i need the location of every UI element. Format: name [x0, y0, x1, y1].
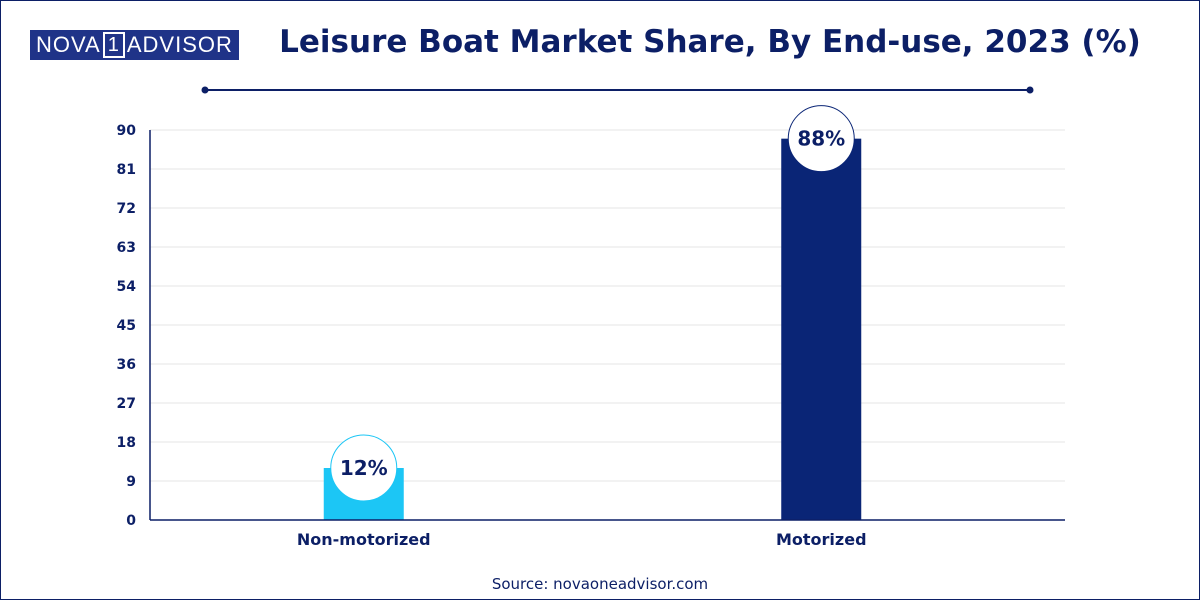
brand-logo-text-one: 1: [102, 32, 125, 58]
data-label-circle: [330, 434, 398, 502]
brand-logo: NOVA 1 ADVISOR: [30, 30, 239, 60]
y-tick-label: 81: [117, 162, 136, 178]
y-tick-label: 63: [117, 240, 136, 256]
brand-logo-text-advisor: ADVISOR: [126, 32, 233, 57]
y-tick-label: 9: [126, 474, 136, 490]
y-tick-label: 45: [117, 318, 136, 334]
y-tick-label: 36: [117, 357, 136, 373]
title-divider-dot-left: [201, 86, 209, 94]
y-tick-label: 54: [117, 279, 137, 295]
title-divider-dot-right: [1026, 86, 1034, 94]
y-tick-label: 0: [126, 513, 136, 529]
data-label: 88%: [797, 127, 845, 151]
x-category-label: Motorized: [776, 530, 867, 549]
y-tick-label: 72: [117, 201, 136, 217]
data-label: 12%: [340, 456, 388, 480]
chart-title: Leisure Boat Market Share, By End-use, 2…: [279, 24, 1141, 60]
x-category-label: Non-motorized: [297, 530, 431, 549]
y-tick-label: 27: [117, 396, 136, 412]
brand-logo-text-nova: NOVA: [36, 32, 101, 57]
source-note: Source: novaoneadvisor.com: [491, 575, 709, 593]
y-tick-label: 90: [117, 123, 137, 139]
y-tick-label: 18: [117, 435, 136, 451]
bar: [781, 138, 862, 520]
data-label-circle: [787, 105, 855, 173]
